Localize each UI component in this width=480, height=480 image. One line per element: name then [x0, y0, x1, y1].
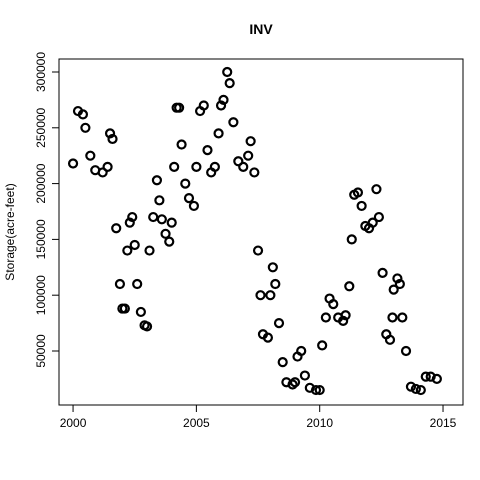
- y-tick-label: 250000: [34, 107, 48, 147]
- data-point: [104, 128, 116, 139]
- data-point: [287, 379, 298, 390]
- data-point: [144, 245, 155, 256]
- data-point: [262, 332, 274, 343]
- data-point: [384, 334, 396, 345]
- data-point: [243, 150, 254, 161]
- data-point: [410, 383, 421, 395]
- data-point: [107, 133, 118, 145]
- data-point: [338, 315, 349, 326]
- data-point: [344, 281, 355, 292]
- y-tick-label: 200000: [34, 163, 48, 203]
- data-point: [151, 175, 163, 186]
- y-axis-label: Storage(acre-feet): [3, 183, 17, 280]
- data-point: [202, 145, 213, 156]
- data-point: [420, 371, 431, 382]
- data-point: [394, 278, 405, 290]
- data-point: [228, 117, 239, 128]
- data-point: [160, 228, 171, 239]
- data-point: [224, 78, 235, 89]
- data-point: [127, 211, 138, 223]
- data-point: [289, 377, 301, 388]
- data-point: [245, 136, 256, 147]
- data-point: [97, 167, 108, 178]
- data-point: [218, 94, 229, 105]
- x-tick-label: 2010: [306, 416, 333, 430]
- data-point: [156, 214, 167, 225]
- y-tick-label: 50000: [34, 334, 48, 368]
- data-point: [320, 312, 331, 323]
- data-point: [400, 345, 412, 357]
- data-point: [252, 245, 264, 256]
- data-point: [273, 317, 285, 329]
- data-point: [377, 267, 388, 278]
- data-point: [129, 239, 140, 251]
- data-point: [124, 217, 135, 228]
- x-tick-label: 2005: [183, 416, 210, 430]
- data-point: [388, 284, 399, 295]
- data-point: [166, 217, 177, 228]
- data-point: [154, 195, 165, 206]
- data-point: [102, 161, 113, 172]
- data-point: [299, 370, 311, 381]
- data-point: [174, 102, 185, 113]
- data-point: [169, 161, 180, 172]
- data-point: [373, 211, 384, 223]
- data-point: [431, 373, 442, 384]
- data-point: [164, 236, 175, 247]
- data-point: [387, 312, 398, 323]
- chart-title: INV: [249, 21, 273, 37]
- data-point: [198, 100, 209, 111]
- data-point: [213, 128, 224, 139]
- data-point: [265, 290, 276, 301]
- data-point: [80, 122, 91, 133]
- data-point: [111, 223, 122, 234]
- data-point: [255, 290, 266, 301]
- data-point: [277, 357, 288, 368]
- data-point: [405, 381, 417, 392]
- data-point: [238, 161, 249, 172]
- data-point: [183, 193, 195, 204]
- data-point: [135, 306, 146, 318]
- data-point: [415, 384, 426, 396]
- data-point: [209, 161, 220, 172]
- data-point: [222, 66, 233, 78]
- data-point: [141, 321, 153, 332]
- data-point: [340, 310, 351, 321]
- data-point: [397, 312, 408, 323]
- data-point: [180, 178, 191, 189]
- x-tick-label: 2000: [60, 416, 87, 430]
- data-point: [122, 245, 133, 256]
- data-point: [114, 278, 126, 290]
- data-point: [328, 299, 339, 310]
- data-point: [233, 156, 244, 167]
- data-point: [296, 345, 307, 357]
- data-point: [346, 234, 357, 245]
- data-point: [176, 139, 187, 150]
- data-point: [119, 303, 130, 314]
- x-tick-label: 2015: [430, 416, 457, 430]
- y-tick-label: 100000: [34, 275, 48, 315]
- data-point: [371, 184, 382, 195]
- data-point: [367, 217, 378, 228]
- data-point: [148, 211, 159, 223]
- data-point: [188, 200, 200, 212]
- data-point: [314, 384, 325, 396]
- data-point: [132, 278, 143, 290]
- data-point: [215, 100, 227, 111]
- data-point: [85, 150, 96, 161]
- data-point: [356, 200, 367, 212]
- y-tick-label: 150000: [34, 219, 48, 259]
- data-point: [191, 161, 202, 172]
- data-point: [270, 278, 281, 290]
- data-point: [317, 340, 328, 351]
- data-point: [310, 384, 322, 396]
- data-point: [77, 109, 89, 120]
- data-point: [67, 158, 79, 169]
- data-point: [267, 262, 278, 273]
- data-point: [249, 167, 260, 178]
- data-point: [392, 273, 403, 284]
- y-tick-label: 300000: [34, 52, 48, 92]
- data-point: [352, 187, 364, 198]
